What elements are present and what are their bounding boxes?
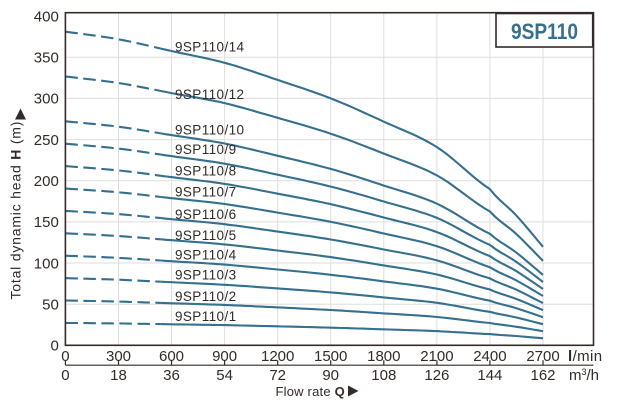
svg-text:Total dynamic head H (m): Total dynamic head H (m) <box>8 121 24 300</box>
svg-text:162: 162 <box>530 367 555 384</box>
svg-text:0: 0 <box>50 338 58 355</box>
svg-text:108: 108 <box>371 367 396 384</box>
svg-text:9SP110/6: 9SP110/6 <box>175 207 237 222</box>
svg-text:9SP110/4: 9SP110/4 <box>175 248 237 263</box>
svg-text:9SP110: 9SP110 <box>511 19 578 44</box>
svg-text:0: 0 <box>61 367 69 384</box>
svg-text:9SP110/10: 9SP110/10 <box>175 123 244 138</box>
svg-text:200: 200 <box>34 173 59 190</box>
svg-text:9SP110/3: 9SP110/3 <box>175 268 237 283</box>
svg-text:350: 350 <box>34 50 59 67</box>
svg-text:9SP110/7: 9SP110/7 <box>175 184 237 199</box>
svg-text:400: 400 <box>34 8 59 25</box>
svg-text:9SP110/9: 9SP110/9 <box>175 142 237 157</box>
svg-text:9SP110/8: 9SP110/8 <box>175 163 237 178</box>
svg-text:1800: 1800 <box>367 348 400 365</box>
svg-text:0: 0 <box>61 348 69 365</box>
svg-text:18: 18 <box>110 367 127 384</box>
svg-text:l/min: l/min <box>568 348 603 365</box>
svg-text:9SP110/14: 9SP110/14 <box>175 40 244 55</box>
svg-text:600: 600 <box>159 348 184 365</box>
svg-text:9SP110/1: 9SP110/1 <box>175 309 237 324</box>
svg-text:250: 250 <box>34 132 59 149</box>
svg-text:90: 90 <box>322 367 339 384</box>
svg-text:72: 72 <box>269 367 286 384</box>
svg-text:1200: 1200 <box>261 348 294 365</box>
svg-text:2400: 2400 <box>473 348 506 365</box>
svg-text:150: 150 <box>34 214 59 231</box>
svg-text:50: 50 <box>42 297 59 314</box>
svg-text:100: 100 <box>34 255 59 272</box>
svg-text:54: 54 <box>216 367 233 384</box>
svg-text:2700: 2700 <box>526 348 559 365</box>
svg-text:m3/h: m3/h <box>569 367 599 384</box>
svg-text:300: 300 <box>34 91 59 108</box>
svg-text:2100: 2100 <box>420 348 453 365</box>
svg-text:900: 900 <box>212 348 237 365</box>
svg-text:9SP110/2: 9SP110/2 <box>175 289 237 304</box>
svg-text:126: 126 <box>424 367 449 384</box>
svg-text:300: 300 <box>106 348 131 365</box>
svg-text:36: 36 <box>163 367 180 384</box>
svg-text:1500: 1500 <box>314 348 347 365</box>
svg-text:9SP110/12: 9SP110/12 <box>175 87 244 102</box>
svg-text:Flow rate Q: Flow rate Q <box>276 384 345 399</box>
svg-text:9SP110/5: 9SP110/5 <box>175 228 237 243</box>
svg-text:144: 144 <box>477 367 502 384</box>
